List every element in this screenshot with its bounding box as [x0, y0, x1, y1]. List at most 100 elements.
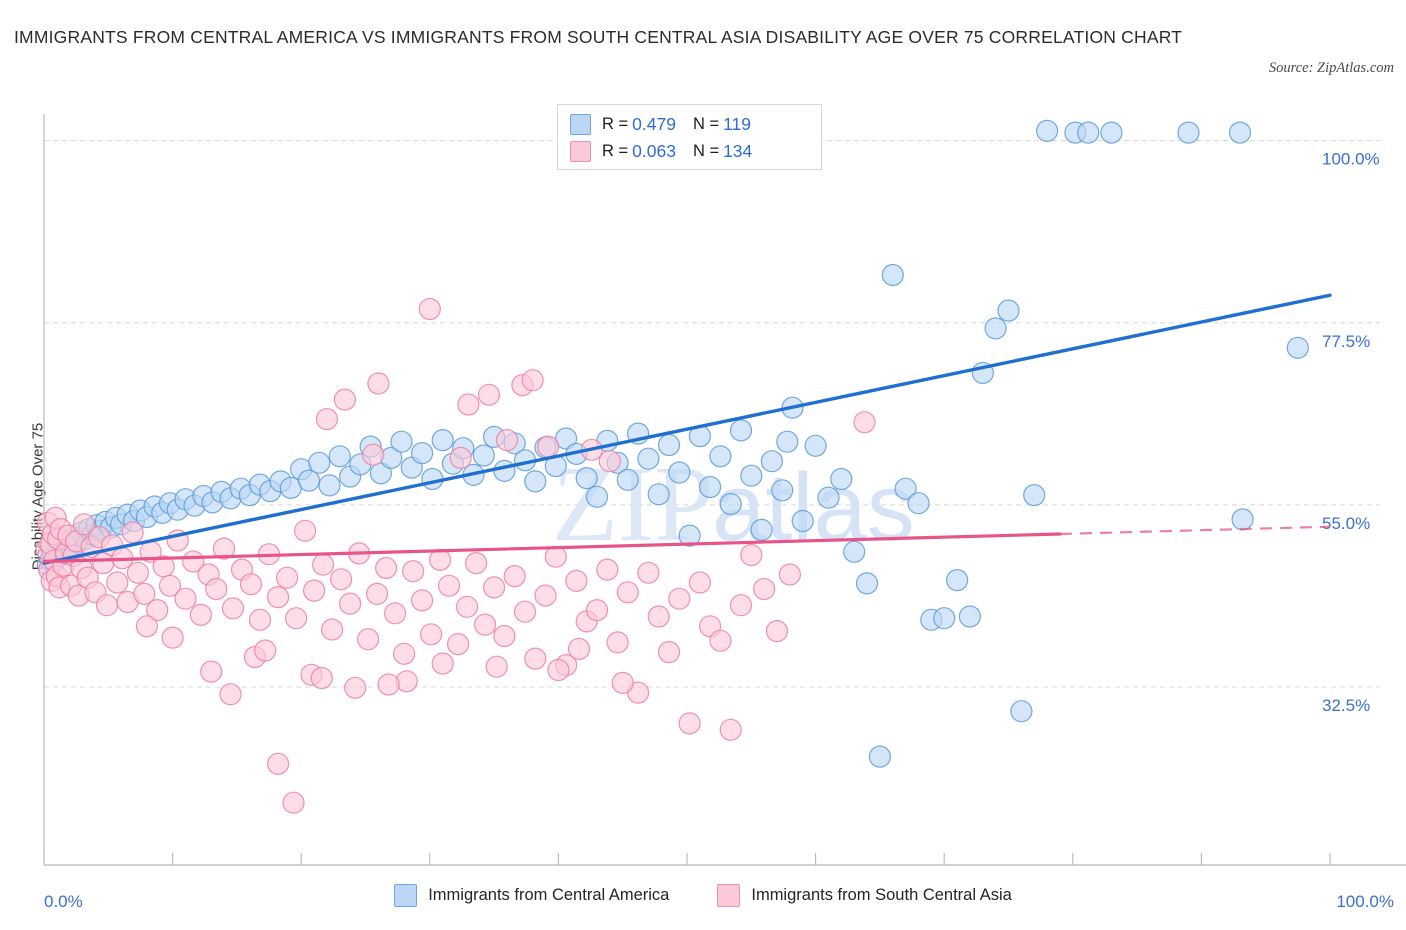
data-point: [668, 461, 691, 484]
data-point: [495, 429, 519, 452]
data-point: [366, 582, 389, 606]
data-point: [328, 445, 351, 468]
data-point: [239, 573, 263, 596]
data-point: [493, 459, 516, 482]
data-point: [248, 608, 272, 631]
data-point: [395, 670, 418, 693]
data-point: [688, 571, 712, 594]
data-point: [984, 317, 1007, 340]
data-point: [431, 652, 454, 675]
data-point: [219, 683, 242, 706]
data-point: [547, 658, 570, 682]
data-point: [503, 564, 526, 588]
data-point: [126, 561, 149, 584]
x-axis-max-label: 100.0%: [1336, 892, 1394, 911]
data-point: [344, 676, 367, 699]
data-point: [297, 469, 320, 492]
data-point: [830, 467, 853, 491]
data-point: [310, 666, 333, 690]
data-point: [567, 637, 591, 661]
y-tick-label: 100.0%: [1322, 150, 1380, 169]
data-point: [474, 613, 497, 636]
legend-label-central-america: Immigrants from Central America: [428, 886, 670, 904]
pink-n-label: N =: [692, 142, 720, 160]
data-point: [678, 524, 701, 547]
data-point: [585, 598, 609, 622]
data-point: [447, 632, 470, 656]
legend-item-central-america[interactable]: Immigrants from Central America: [394, 884, 669, 907]
data-point: [303, 579, 326, 602]
blue-n-label: N =: [692, 115, 720, 133]
data-point: [606, 631, 629, 654]
data-point: [521, 369, 544, 392]
blue-r-label: R =: [602, 115, 629, 133]
data-point: [765, 619, 789, 643]
data-point: [668, 587, 691, 610]
data-point: [472, 444, 495, 467]
data-point: [312, 553, 335, 576]
data-point: [997, 299, 1020, 322]
data-point: [750, 518, 773, 542]
data-point: [377, 673, 400, 696]
blue-series-swatch: [570, 114, 591, 135]
data-point: [611, 671, 634, 695]
data-point: [1286, 336, 1309, 359]
data-point: [158, 574, 182, 597]
data-point: [367, 372, 390, 395]
data-point: [771, 479, 794, 502]
stats-row-pink: R = 0.063 N = 134: [570, 138, 811, 165]
data-point: [1177, 121, 1200, 144]
data-point: [817, 486, 840, 509]
data-point: [933, 607, 956, 630]
stats-row-blue: R = 0.479 N = 119: [570, 111, 811, 138]
data-point: [418, 297, 441, 321]
pink-series-swatch: [570, 141, 591, 162]
data-point: [457, 393, 480, 416]
data-point: [753, 577, 776, 601]
data-point: [657, 433, 681, 457]
data-point: [1023, 484, 1046, 507]
data-point: [200, 660, 223, 683]
data-point: [465, 551, 488, 575]
data-point: [843, 540, 866, 563]
legend-label-south-central-asia: Immigrants from South Central Asia: [751, 886, 1012, 904]
data-point: [121, 521, 144, 544]
source-label: Source: ZipAtlas.com: [1268, 60, 1394, 76]
data-point: [411, 589, 434, 612]
data-point: [267, 752, 290, 775]
data-point: [221, 597, 245, 620]
correlation-stats-box: R = 0.479 N = 119 R = 0.063 N = 134: [557, 104, 822, 170]
data-point: [357, 628, 380, 651]
data-point: [729, 419, 753, 442]
pink-r-value: 0.063: [632, 141, 676, 161]
data-point: [709, 445, 732, 468]
data-point: [740, 464, 763, 487]
data-point: [1010, 700, 1033, 723]
data-point: [855, 572, 879, 595]
data-point: [598, 450, 621, 473]
data-point: [945, 568, 969, 592]
data-point: [254, 639, 277, 662]
data-point: [719, 718, 742, 741]
series-points-central-america: [36, 119, 1309, 768]
blue-r-value: 0.479: [632, 114, 676, 134]
data-point: [729, 594, 753, 617]
legend-item-south-central-asia[interactable]: Immigrants from South Central Asia: [717, 884, 1012, 907]
data-point: [524, 647, 547, 670]
data-point: [881, 263, 904, 287]
y-tick-label: 32.5%: [1322, 696, 1370, 715]
data-point: [456, 595, 479, 618]
data-point: [1228, 121, 1252, 144]
data-point: [411, 442, 434, 465]
data-point: [315, 408, 338, 431]
trendline-south-central-asia-extrapolated: [1059, 525, 1331, 536]
data-point: [106, 571, 129, 594]
data-point: [804, 434, 827, 457]
data-point: [709, 629, 732, 652]
data-point: [485, 655, 508, 678]
series-points-south-central-asia: [35, 297, 876, 814]
data-point: [493, 624, 516, 648]
data-point: [616, 581, 639, 604]
